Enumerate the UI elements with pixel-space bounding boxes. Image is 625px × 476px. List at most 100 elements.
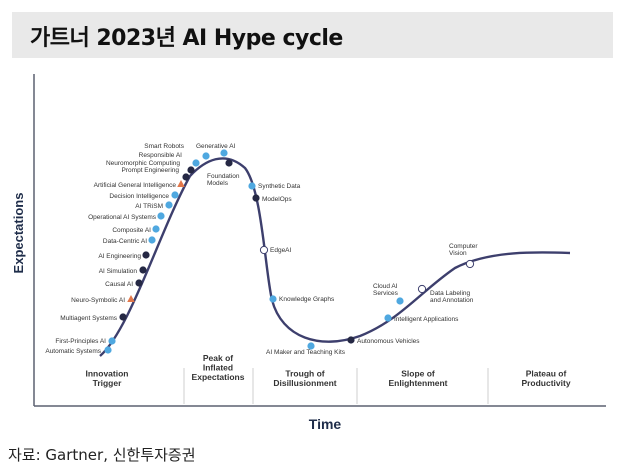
technology-dot bbox=[127, 295, 135, 302]
technology-label: AI TRiSM bbox=[135, 203, 163, 210]
technology-marker: ModelOps bbox=[252, 194, 292, 203]
technology-label: Multiagent Systems bbox=[60, 315, 117, 322]
technology-marker: EdgeAI bbox=[259, 245, 292, 255]
technology-label: Composite AI bbox=[112, 227, 151, 234]
technology-dot bbox=[165, 201, 173, 209]
technology-marker: Data Labeling and Annotation bbox=[417, 284, 474, 304]
technology-marker: AI TRiSM bbox=[135, 201, 173, 210]
technology-label: Data-Centric AI bbox=[103, 238, 147, 245]
technology-marker: AI Maker and Teaching Kits bbox=[266, 342, 346, 356]
page-title: 가트너 2023년 AI Hype cycle bbox=[30, 26, 343, 51]
technology-dot bbox=[252, 194, 260, 202]
technology-dot bbox=[417, 284, 427, 294]
technology-dot bbox=[269, 295, 277, 303]
technology-marker: Cloud AI Services bbox=[373, 283, 404, 305]
technology-dot bbox=[152, 225, 160, 233]
technology-marker: Responsible AI bbox=[139, 152, 200, 167]
technology-label: Neuro-Symbolic AI bbox=[71, 297, 125, 304]
technology-dot bbox=[135, 279, 143, 287]
technology-dot bbox=[142, 251, 150, 259]
technology-dot bbox=[259, 245, 269, 255]
technology-label: Autonomous Vehicles bbox=[357, 338, 420, 345]
technology-dot bbox=[182, 173, 190, 181]
technology-marker: AI Simulation bbox=[99, 266, 147, 275]
technology-label: Computer Vision bbox=[449, 243, 478, 257]
technology-dot bbox=[171, 191, 179, 199]
technology-label: First-Principles AI bbox=[55, 338, 106, 345]
technology-dot bbox=[192, 159, 200, 167]
technology-label: Intelligent Applications bbox=[394, 316, 459, 323]
technology-dot bbox=[396, 297, 404, 305]
stage-dividers bbox=[183, 368, 489, 404]
technology-marker: Neuro-Symbolic AI bbox=[71, 295, 135, 304]
technology-label: ModelOps bbox=[262, 196, 292, 203]
title-bar: 가트너 2023년 AI Hype cycle bbox=[12, 12, 613, 58]
technology-marker: Decision Intelligence bbox=[109, 191, 179, 200]
technology-label: Causal AI bbox=[105, 281, 133, 288]
technology-dot bbox=[347, 336, 355, 344]
technology-marker: Generative AI bbox=[196, 143, 236, 157]
technology-marker: Intelligent Applications bbox=[384, 314, 459, 323]
technology-label: Artificial General Intelligence bbox=[94, 182, 177, 189]
technology-label: Operational AI Systems bbox=[88, 214, 157, 221]
technology-dot bbox=[139, 266, 147, 274]
technology-dot bbox=[148, 236, 156, 244]
technology-dot bbox=[119, 313, 127, 321]
technology-dot bbox=[307, 342, 315, 350]
stage-label: Trough of Disillusionment bbox=[273, 369, 336, 389]
y-axis-label: Expectations bbox=[11, 193, 26, 274]
technology-label: AI Simulation bbox=[99, 268, 138, 275]
technology-label: EdgeAI bbox=[270, 247, 292, 254]
technology-dot bbox=[384, 314, 392, 322]
technology-marker: Artificial General Intelligence bbox=[94, 180, 185, 189]
technology-marker: Data-Centric AI bbox=[103, 236, 156, 245]
technology-label: Cloud AI Services bbox=[373, 283, 399, 297]
technology-label: AI Maker and Teaching Kits bbox=[266, 349, 346, 356]
stage-labels: Innovation Trigger Peak of Inflated Expectat… bbox=[86, 353, 571, 388]
technology-dot bbox=[104, 346, 112, 354]
technology-dot bbox=[248, 182, 256, 190]
technology-label: Decision Intelligence bbox=[109, 193, 169, 200]
technology-label: Prompt Engineering bbox=[122, 167, 180, 174]
technology-marker: Multiagent Systems bbox=[60, 313, 127, 322]
technology-marker: Causal AI bbox=[105, 279, 143, 288]
technology-marker: AI Engineering bbox=[98, 251, 150, 260]
technology-label: Automatic Systems bbox=[45, 348, 101, 355]
technology-dot bbox=[157, 212, 165, 220]
technology-dot bbox=[220, 149, 228, 157]
technology-label: AI Engineering bbox=[98, 253, 141, 260]
technology-label: Knowledge Graphs bbox=[279, 296, 335, 303]
stage-label: Peak of Inflated Expectations bbox=[192, 353, 245, 382]
technology-marker: Computer Vision bbox=[449, 243, 478, 269]
technology-dot bbox=[225, 159, 233, 167]
technology-dot bbox=[108, 337, 116, 345]
technology-marker: Smart Robots bbox=[144, 143, 210, 160]
x-axis-label: Time bbox=[309, 416, 342, 432]
technology-label: Generative AI bbox=[196, 143, 236, 150]
technology-marker: Autonomous Vehicles bbox=[347, 336, 420, 345]
technology-marker: Operational AI Systems bbox=[88, 212, 165, 221]
technology-label: Foundation Models bbox=[207, 173, 240, 187]
technology-dot bbox=[177, 180, 185, 187]
technology-label: Data Labeling and Annotation bbox=[430, 290, 474, 304]
technology-marker: Prompt Engineering bbox=[122, 167, 190, 181]
technology-label: Smart Robots bbox=[144, 143, 184, 150]
technology-marker: Neuromorphic Computing bbox=[106, 160, 195, 174]
technology-marker: Automatic Systems bbox=[45, 346, 112, 355]
technology-label: Synthetic Data bbox=[258, 183, 301, 190]
stage-label: Slope of Enlightenment bbox=[388, 369, 447, 389]
source-note: 자료: Gartner, 신한투자증권 bbox=[8, 446, 196, 464]
technology-marker: Foundation Models bbox=[207, 159, 240, 187]
technology-marker: Knowledge Graphs bbox=[269, 295, 335, 303]
technology-marker: Synthetic Data bbox=[248, 182, 301, 190]
technology-dot bbox=[187, 166, 195, 174]
stage-label: Plateau of Productivity bbox=[521, 369, 570, 389]
technology-dot bbox=[465, 259, 475, 269]
technology-marker: First-Principles AI bbox=[55, 337, 116, 345]
technology-dot bbox=[202, 152, 210, 160]
technology-label: Responsible AI bbox=[139, 152, 183, 159]
stage-label: Innovation Trigger bbox=[86, 369, 129, 389]
technology-marker: Composite AI bbox=[112, 225, 160, 234]
technology-markers: Automatic Systems First-Principles AI Mult… bbox=[45, 143, 478, 356]
